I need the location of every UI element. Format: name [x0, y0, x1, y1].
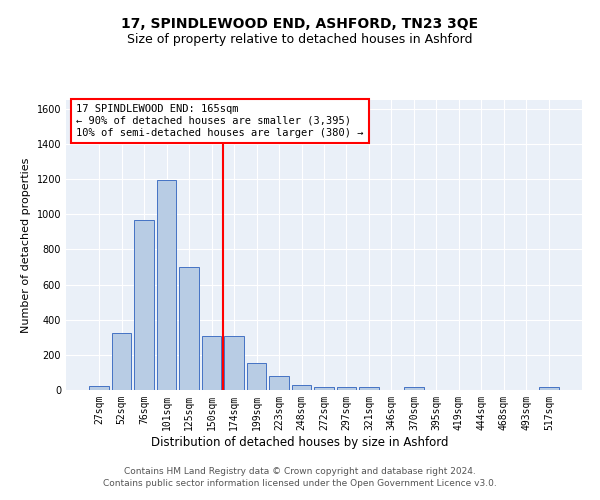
Bar	[337, 388, 356, 390]
Bar	[539, 388, 559, 390]
Bar	[134, 220, 154, 390]
Bar	[269, 376, 289, 390]
Text: Distribution of detached houses by size in Ashford: Distribution of detached houses by size …	[151, 436, 449, 449]
Bar	[89, 386, 109, 390]
Bar	[247, 363, 266, 390]
Text: 17 SPINDLEWOOD END: 165sqm
← 90% of detached houses are smaller (3,395)
10% of s: 17 SPINDLEWOOD END: 165sqm ← 90% of deta…	[76, 104, 364, 138]
Text: Contains HM Land Registry data © Crown copyright and database right 2024.
Contai: Contains HM Land Registry data © Crown c…	[103, 466, 497, 487]
Y-axis label: Number of detached properties: Number of detached properties	[21, 158, 31, 332]
Bar	[404, 388, 424, 390]
Bar	[359, 388, 379, 390]
Text: 17, SPINDLEWOOD END, ASHFORD, TN23 3QE: 17, SPINDLEWOOD END, ASHFORD, TN23 3QE	[121, 18, 479, 32]
Bar	[314, 387, 334, 390]
Bar	[112, 333, 131, 390]
Text: Size of property relative to detached houses in Ashford: Size of property relative to detached ho…	[127, 32, 473, 46]
Bar	[202, 336, 221, 390]
Bar	[157, 180, 176, 390]
Bar	[179, 267, 199, 390]
Bar	[224, 336, 244, 390]
Bar	[292, 384, 311, 390]
